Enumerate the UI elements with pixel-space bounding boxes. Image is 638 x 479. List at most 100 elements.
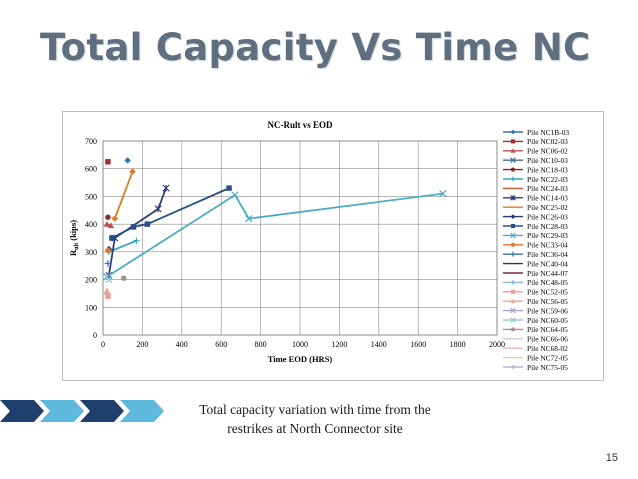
legend-label: Pile NC36-04: [527, 250, 568, 259]
legend-label: Pile NC68-02: [527, 344, 568, 353]
legend-label: Pile NC60-05: [527, 316, 568, 325]
legend-label: Pile NC56-05: [527, 297, 568, 306]
data-point-pile-nc28-03: [226, 185, 232, 191]
legend-label: Pile NC75-05: [527, 363, 568, 372]
data-point-pile-nc29-03: [439, 190, 447, 198]
y-tick-label: 500: [85, 192, 97, 201]
data-point-pile-nc28-03: [109, 235, 115, 241]
legend-marker: [510, 364, 516, 370]
x-tick-label: 2000: [489, 340, 505, 349]
caption-line-1: Total capacity variation with time from …: [199, 402, 431, 417]
data-point-pile-nc29-03: [245, 214, 253, 223]
series-line-pile-nc14-03: [108, 187, 167, 276]
x-tick-label: 1600: [410, 340, 426, 349]
series-line-pile-nc28-03: [111, 187, 230, 239]
x-tick-label: 1800: [450, 340, 466, 349]
series-line-pile-nc29-03: [106, 192, 443, 278]
legend-label: Pile NC40-04: [527, 259, 568, 268]
data-point-pile-nc28-03: [130, 224, 137, 230]
legend-label: Pile NC72-05: [527, 353, 568, 362]
plot-area: [102, 140, 498, 336]
legend-marker: [510, 327, 516, 332]
x-tick-label: 400: [176, 340, 188, 349]
legend-marker: [510, 139, 516, 144]
arrow-decoration: [0, 400, 164, 422]
x-axis-label: Time EOD (HRS): [268, 354, 333, 364]
y-tick-label: 300: [85, 248, 97, 257]
data-point-pile-nc25-02: [111, 215, 119, 222]
legend-label: Pile NC24-03: [527, 184, 568, 193]
legend-marker: [510, 298, 516, 304]
data-point-pile-nc52-05: [105, 293, 111, 299]
data-point-pile-nc25-02: [129, 168, 136, 175]
legend-marker: [510, 317, 516, 323]
legend-label: Pile NC44-07: [527, 269, 568, 278]
legend-label: Pile NC22-03: [527, 175, 568, 184]
slide-title: Total Capacity Vs Time NC: [40, 26, 591, 69]
legend-label: Pile NC02-03: [527, 137, 568, 146]
slide-caption: Total capacity variation with time from …: [180, 400, 450, 438]
chart-title: NC-Rult vs EOD: [267, 120, 333, 130]
data-point-pile-nc06-02: [103, 220, 111, 227]
y-tick-label: 200: [85, 276, 97, 285]
data-point-pile-nc28-03: [144, 221, 151, 227]
arrow-chevron: [80, 400, 124, 422]
data-point-pile-nc14-03: [154, 205, 162, 213]
data-point-pile-nc64-05: [120, 275, 127, 281]
legend-marker: [510, 176, 516, 182]
arrow-chevron: [0, 400, 44, 422]
legend-label: Pile NC48-05: [527, 278, 568, 287]
y-tick-label: 100: [85, 303, 97, 312]
legend-marker: [510, 232, 516, 239]
data-point-pile-nc06-02: [107, 222, 115, 229]
y-tick-label: 0: [93, 331, 97, 340]
data-point-pile-nc22-03: [133, 237, 140, 244]
legend-label: Pile NC14-03: [527, 194, 568, 203]
legend-marker: [510, 148, 516, 153]
data-point-pile-nc1b-03: [124, 157, 131, 164]
legend-marker: [510, 289, 516, 294]
legend-marker: [510, 251, 516, 257]
legend-marker: [510, 195, 516, 201]
data-point-pile-nc02-03: [105, 159, 111, 165]
data-point-pile-nc33-04: [105, 247, 111, 254]
legend-marker: [510, 214, 516, 219]
legend-label: Pile NC64-05: [527, 325, 568, 334]
legend-marker: [510, 129, 516, 135]
legend-label: Pile NC28-03: [527, 222, 568, 231]
data-point-pile-nc18-03: [105, 214, 111, 220]
x-tick-label: 1400: [371, 340, 387, 349]
data-point-pile-nc36-04: [104, 260, 112, 267]
legend-label: Pile NC52-05: [527, 288, 568, 297]
data-point-pile-nc14-03: [162, 184, 170, 192]
legend-marker: [510, 167, 516, 172]
legend-label: Pile NC10-03: [527, 156, 568, 165]
x-tick-label: 1200: [331, 340, 347, 349]
legend-label: Pile NC59-06: [527, 306, 568, 315]
legend-label: Pile NC25-02: [527, 203, 568, 212]
y-axis-label: Rult (kips): [68, 220, 80, 256]
legend-label: Pile NC66-06: [527, 335, 568, 344]
legend-marker: [510, 157, 516, 164]
legend-label: Pile NC29-03: [527, 231, 568, 240]
legend-marker: [510, 280, 516, 285]
arrow-chevron: [120, 400, 164, 422]
arrow-chevron: [40, 400, 84, 422]
legend-marker: [510, 223, 516, 229]
legend-label: Pile NC33-04: [527, 241, 568, 250]
data-point-pile-nc56-05: [103, 287, 111, 294]
x-tick-label: 200: [136, 340, 148, 349]
series-line-pile-nc25-02: [113, 171, 134, 219]
chart-frame: NC-Rult vs EOD 0 200 400 600 800 1000 1200 1400 1…: [62, 111, 604, 381]
x-tick-label: 0: [101, 340, 105, 349]
data-point-pile-nc29-03: [231, 191, 239, 199]
legend-label: Pile NC18-03: [527, 165, 568, 174]
x-tick-label: 1000: [292, 340, 308, 349]
x-tick-label: 600: [215, 340, 227, 349]
y-tick-label: 700: [85, 137, 97, 146]
caption-line-2: restrikes at North Connector site: [227, 421, 403, 436]
legend-label: Pile NC26-03: [527, 212, 568, 221]
y-tick-label: 400: [85, 220, 97, 229]
legend-label: Pile NC1B-03: [527, 128, 569, 137]
